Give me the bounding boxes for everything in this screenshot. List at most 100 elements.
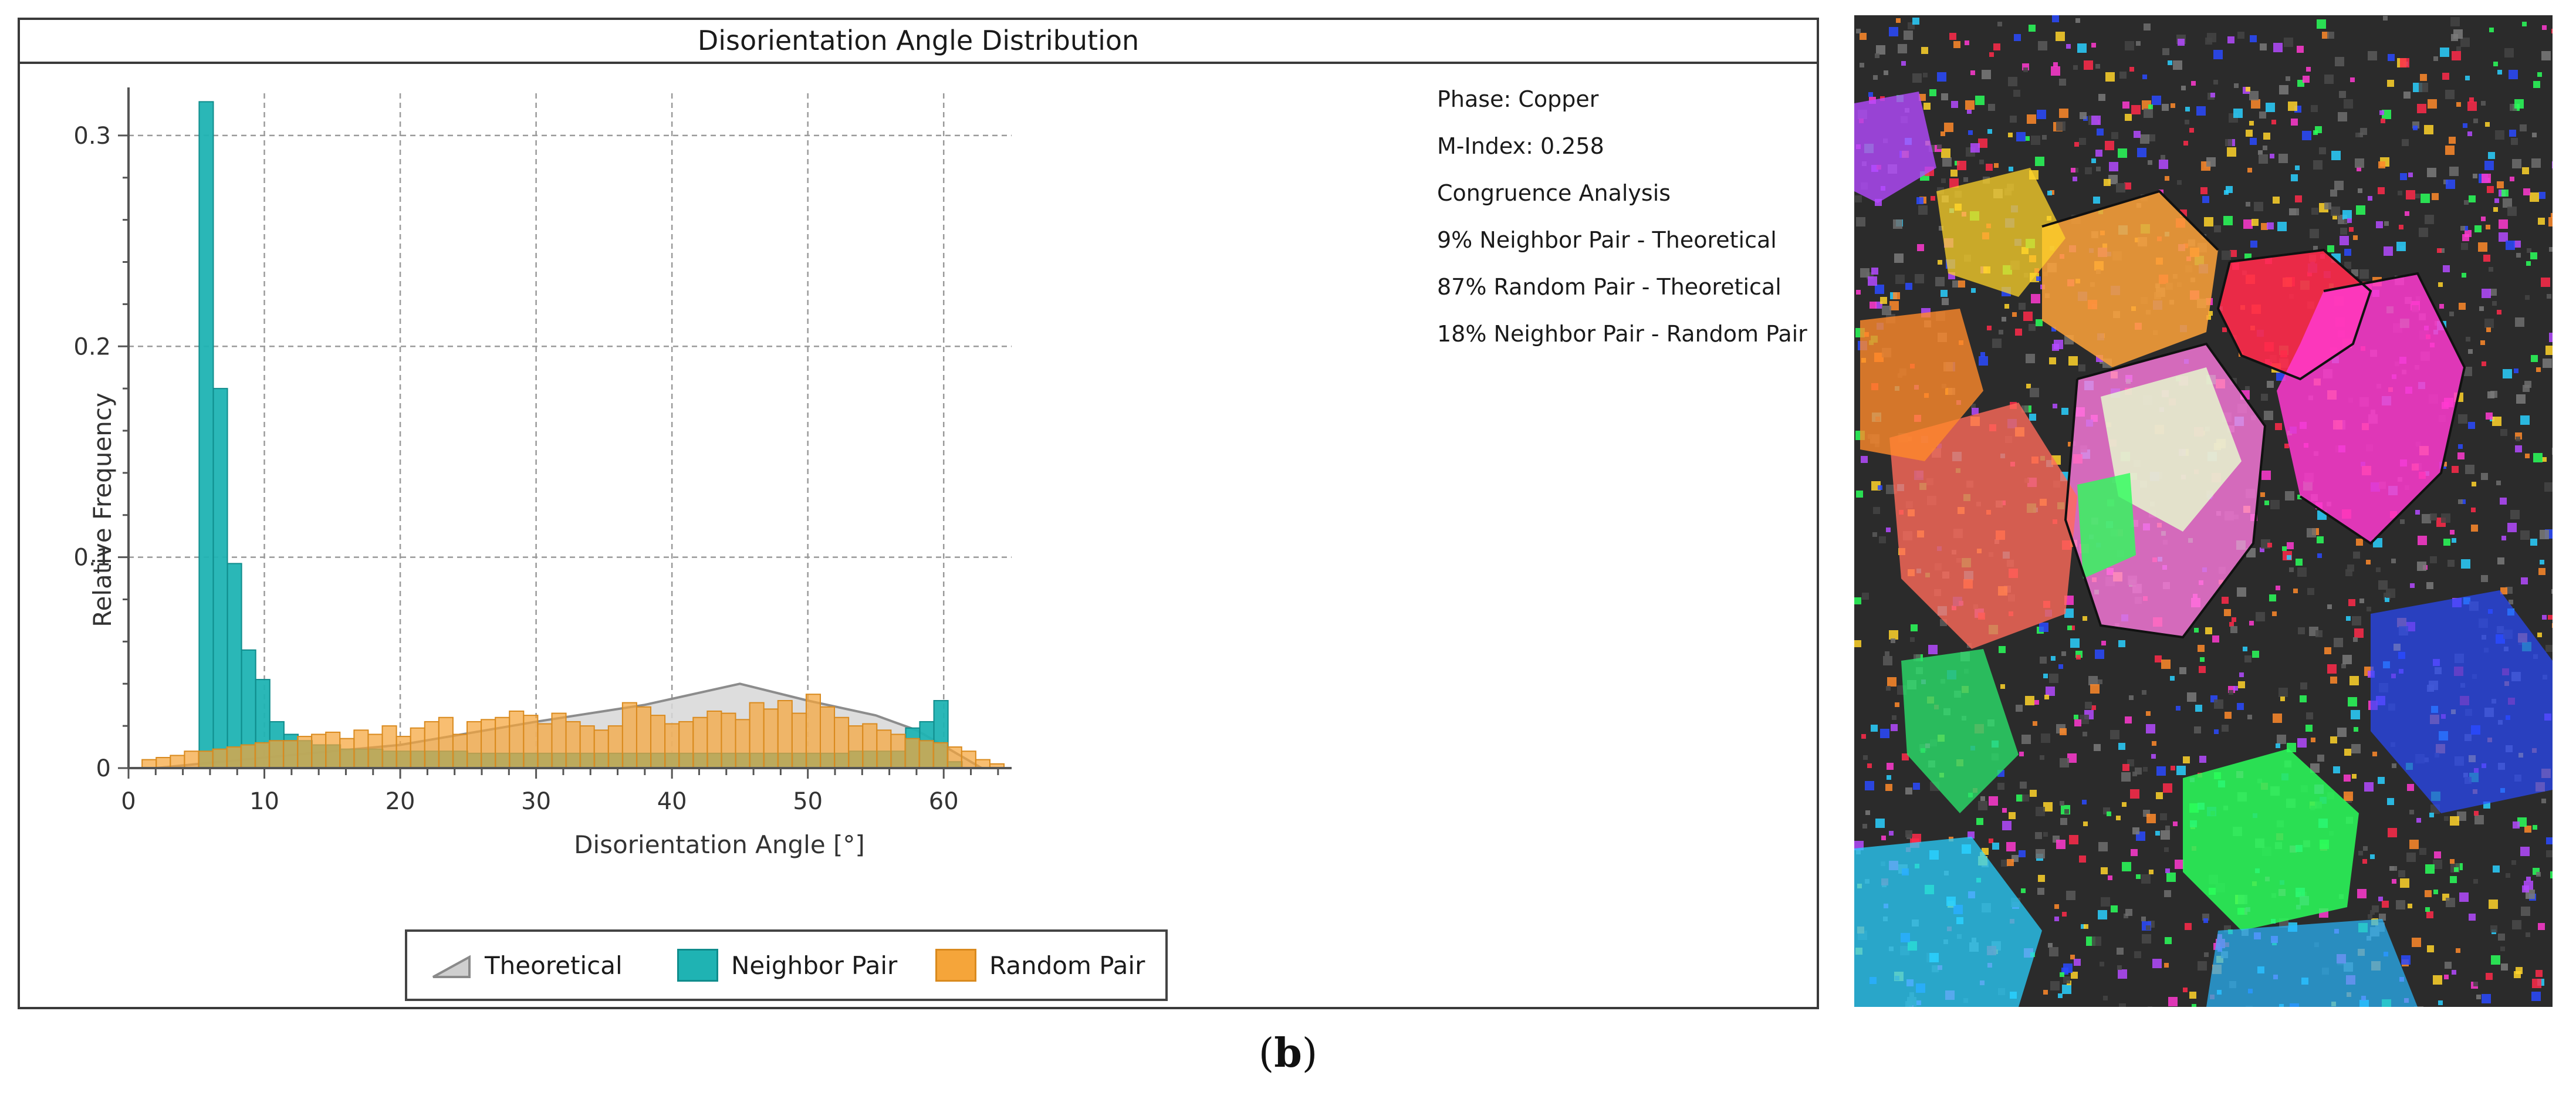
map-pixel — [2388, 54, 2395, 61]
map-pixel — [2254, 202, 2263, 211]
random-pair-bar — [975, 759, 990, 769]
map-pixel — [1941, 178, 1946, 183]
map-pixel — [2111, 132, 2118, 139]
map-pixel — [2396, 242, 2406, 251]
map-pixel — [2546, 850, 2553, 857]
ebsd-orientation-map — [1854, 15, 2553, 1007]
random-pair-bar — [184, 750, 200, 769]
map-pixel — [2355, 133, 2360, 137]
map-pixel — [2243, 219, 2253, 229]
map-pixel — [2530, 539, 2537, 546]
map-pixel — [2392, 879, 2396, 884]
map-pixel — [2486, 413, 2493, 420]
map-pixel — [2344, 219, 2349, 224]
map-pixel — [1988, 104, 1995, 111]
map-pixel — [2063, 976, 2070, 983]
grain-green-left — [1901, 649, 2019, 813]
map-pixel — [2142, 75, 2147, 79]
map-pixel — [1944, 123, 1953, 132]
map-pixel — [2156, 766, 2166, 776]
random-pair-bar — [395, 736, 411, 769]
map-pixel — [1860, 33, 1867, 40]
map-pixel — [1965, 100, 1975, 110]
map-pixel — [1889, 27, 1898, 36]
map-pixel — [2280, 696, 2285, 701]
map-pixel — [2510, 510, 2520, 519]
map-pixel — [2352, 616, 2361, 625]
map-pixel — [2048, 943, 2053, 948]
map-pixel — [2030, 388, 2039, 397]
map-pixel — [2398, 870, 2405, 877]
map-pixel — [2152, 959, 2162, 968]
neighbor-pair-swatch-icon — [677, 949, 718, 982]
map-pixel — [2349, 227, 2354, 232]
map-pixel — [2189, 128, 2194, 133]
map-pixel — [2161, 660, 2171, 669]
legend-item-neighbor-pair[interactable]: Neighbor Pair — [677, 932, 897, 999]
random-pair-bar — [240, 744, 256, 769]
map-pixel — [2307, 588, 2314, 595]
map-pixel — [2159, 160, 2168, 169]
random-pair-bar — [268, 740, 284, 769]
map-pixel — [1923, 103, 1931, 110]
grain-violet-left — [1854, 92, 1936, 203]
map-pixel — [2427, 945, 2434, 952]
info-congruence-heading: Congruence Analysis — [1437, 180, 1671, 206]
map-pixel — [2427, 168, 2436, 177]
random-pair-bar — [650, 715, 666, 769]
map-pixel — [2400, 878, 2409, 888]
map-pixel — [2434, 851, 2441, 858]
map-pixel — [2463, 123, 2467, 128]
map-pixel — [2074, 715, 2078, 719]
map-pixel — [2278, 688, 2288, 697]
map-pixel — [2407, 784, 2414, 791]
map-pixel — [2056, 840, 2065, 849]
map-pixel — [2513, 821, 2520, 829]
map-pixel — [2429, 813, 2434, 817]
map-pixel — [2344, 262, 2351, 269]
map-pixel — [2419, 83, 2428, 92]
map-pixel — [2540, 560, 2544, 564]
map-pixel — [2399, 225, 2403, 229]
grain-cyan-bottom — [2206, 919, 2418, 1007]
map-pixel — [2260, 492, 2265, 497]
map-pixel — [1917, 244, 1924, 251]
map-pixel — [2344, 249, 2351, 256]
legend-item-theoretical[interactable]: Theoretical — [431, 932, 623, 999]
map-pixel — [2356, 205, 2365, 215]
map-pixel — [1989, 796, 1998, 806]
map-pixel — [2270, 500, 2280, 509]
map-pixel — [1887, 677, 1896, 687]
legend-item-random-pair[interactable]: Random Pair — [935, 932, 1145, 999]
map-pixel — [1980, 796, 1985, 801]
map-pixel — [2249, 621, 2254, 625]
map-pixel — [2541, 278, 2550, 287]
map-pixel — [2516, 967, 2523, 974]
map-pixel — [2347, 218, 2352, 223]
map-pixel — [2002, 821, 2012, 830]
map-pixel — [2357, 889, 2367, 898]
map-pixel — [2522, 167, 2529, 174]
map-pixel — [2408, 173, 2413, 177]
map-pixel — [2537, 72, 2542, 77]
map-pixel — [2199, 756, 2206, 763]
map-pixel — [2387, 798, 2394, 805]
map-pixel — [2501, 536, 2506, 540]
map-pixel — [2402, 139, 2409, 146]
map-pixel — [2021, 888, 2026, 893]
map-pixel — [1896, 18, 1901, 23]
map-pixel — [2406, 190, 2415, 200]
map-pixel — [2026, 384, 2031, 388]
map-pixel — [2041, 733, 2050, 743]
map-pixel — [2224, 190, 2229, 195]
map-pixel — [2392, 866, 2397, 871]
map-pixel — [2229, 690, 2233, 695]
map-pixel — [2144, 23, 2151, 31]
grain-magenta-right — [2277, 273, 2465, 543]
map-pixel — [1880, 729, 1889, 738]
map-pixel — [2261, 223, 2268, 230]
map-pixel — [2313, 130, 2318, 135]
random-pair-bar — [791, 712, 807, 769]
random-pair-swatch-icon — [935, 949, 976, 982]
map-pixel — [2277, 222, 2287, 231]
